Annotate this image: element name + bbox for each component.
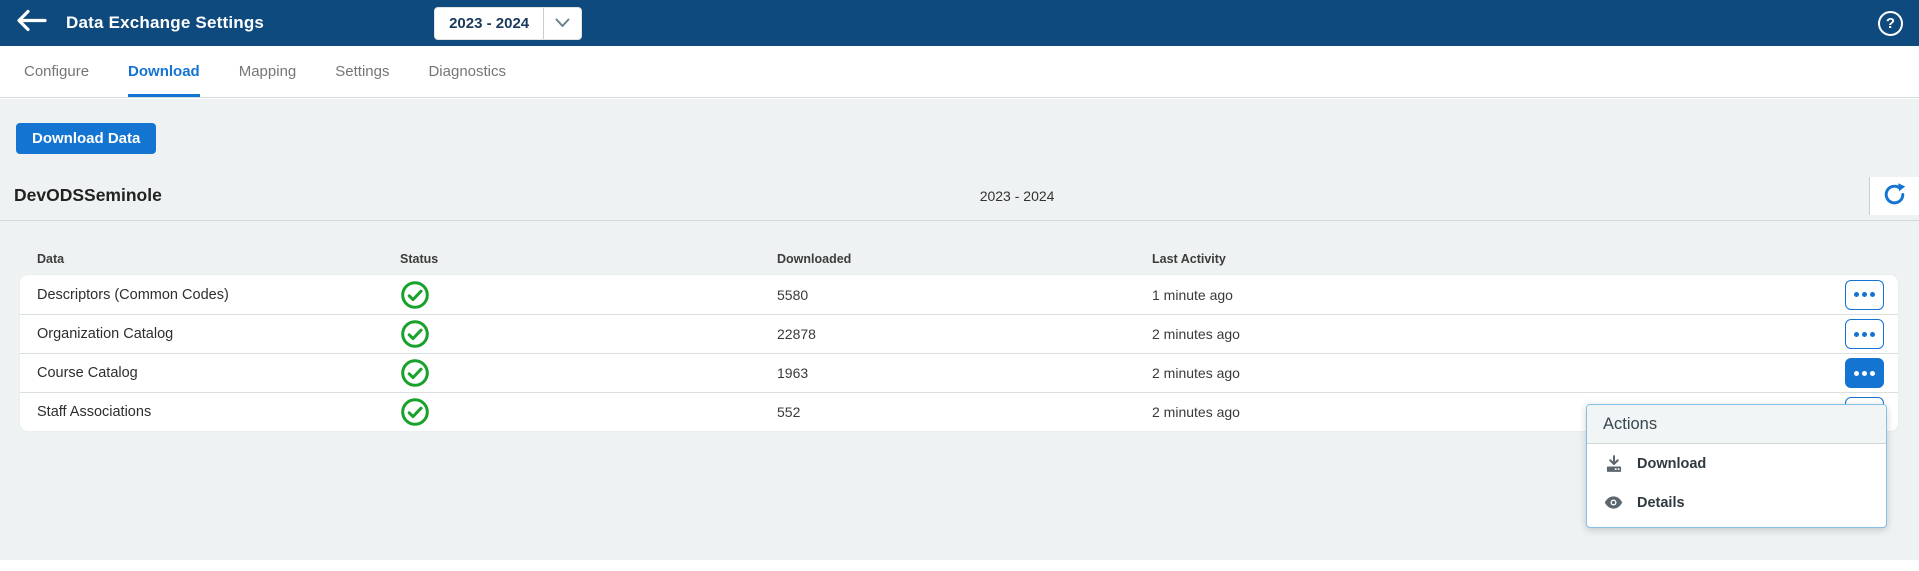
tab-diagnostics[interactable]: Diagnostics — [428, 63, 507, 80]
column-header-data: Data — [37, 252, 65, 266]
row-data-label: Descriptors (Common Codes) — [37, 286, 229, 303]
back-button[interactable] — [16, 8, 50, 38]
menu-item-download[interactable]: Download — [1587, 444, 1886, 483]
row-actions-button-open[interactable] — [1845, 358, 1884, 388]
column-header-status: Status — [400, 252, 439, 266]
row-data-label: Course Catalog — [37, 365, 138, 381]
row-actions-button[interactable] — [1845, 279, 1884, 310]
row-downloaded-count: 22878 — [777, 326, 816, 342]
refresh-icon — [1882, 182, 1907, 210]
download-data-button[interactable]: Download Data — [16, 123, 157, 154]
chevron-down-icon — [543, 7, 581, 39]
menu-item-label: Details — [1637, 494, 1685, 511]
table-header: Data Status Downloaded Last Activity — [20, 221, 1898, 275]
row-actions-button[interactable] — [1845, 319, 1884, 349]
tab-settings[interactable]: Settings — [335, 63, 390, 80]
ods-instance-name: DevODSSeminole — [14, 185, 162, 205]
row-data-label: Organization Catalog — [37, 326, 174, 342]
refresh-button[interactable] — [1869, 177, 1919, 215]
arrow-left-icon — [16, 9, 47, 37]
actions-popup: Actions Download Details — [1586, 404, 1887, 528]
school-year-dropdown[interactable]: 2023 - 2024 — [434, 6, 583, 40]
actions-popup-title: Actions — [1587, 405, 1886, 444]
app-header: Data Exchange Settings 2023 - 2024 ? — [0, 0, 1919, 46]
row-downloaded-count: 552 — [777, 404, 801, 420]
tab-configure[interactable]: Configure — [24, 63, 90, 80]
table-row: Descriptors (Common Codes) 5580 1 minute… — [20, 275, 1898, 314]
row-downloaded-count: 1963 — [777, 365, 809, 381]
content-area: Download Data DevODSSeminole 2023 - 2024… — [0, 99, 1919, 560]
help-button[interactable]: ? — [1878, 10, 1903, 36]
status-success-icon — [400, 280, 777, 310]
row-last-activity: 2 minutes ago — [1152, 365, 1240, 381]
row-last-activity: 2 minutes ago — [1152, 404, 1240, 420]
menu-item-label: Download — [1637, 455, 1707, 472]
row-downloaded-count: 5580 — [777, 286, 809, 303]
row-data-label: Staff Associations — [37, 404, 152, 420]
page-title: Data Exchange Settings — [66, 13, 265, 32]
section-school-year: 2023 - 2024 — [979, 187, 1055, 204]
download-icon — [1603, 453, 1624, 474]
column-header-downloaded: Downloaded — [777, 252, 852, 266]
table-row: Course Catalog 1963 2 minutes ago — [20, 353, 1898, 392]
row-last-activity: 2 minutes ago — [1152, 326, 1240, 342]
column-header-last-activity: Last Activity — [1152, 252, 1226, 266]
tab-mapping[interactable]: Mapping — [238, 63, 297, 80]
question-mark-icon: ? — [1885, 14, 1896, 32]
status-success-icon — [400, 358, 777, 388]
eye-icon — [1603, 492, 1624, 513]
row-last-activity: 1 minute ago — [1152, 286, 1233, 303]
tab-bar: Configure Download Mapping Settings Diag… — [0, 46, 1919, 98]
school-year-value: 2023 - 2024 — [449, 14, 530, 32]
status-success-icon — [400, 397, 777, 427]
status-success-icon — [400, 319, 777, 349]
tab-download[interactable]: Download — [128, 46, 200, 97]
ods-section-header: DevODSSeminole 2023 - 2024 — [0, 171, 1919, 221]
menu-item-details[interactable]: Details — [1587, 483, 1886, 522]
table-row: Organization Catalog 22878 2 minutes ago — [20, 314, 1898, 353]
